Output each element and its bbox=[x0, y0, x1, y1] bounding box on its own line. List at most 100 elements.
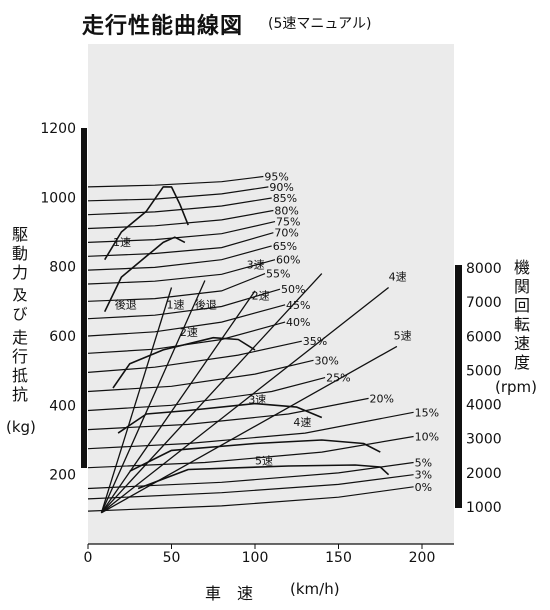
x-unit: (km/h) bbox=[290, 580, 340, 598]
resistance-curve bbox=[87, 474, 414, 500]
y2-tick-label: 5000 bbox=[466, 363, 502, 379]
driving-force-curves bbox=[103, 186, 390, 490]
y-tick-label: 400 bbox=[49, 398, 76, 414]
percent-label: 95% bbox=[264, 171, 288, 184]
driving-force-curve bbox=[137, 464, 390, 490]
x-label: 車 速 bbox=[205, 584, 254, 603]
resistance-curve bbox=[87, 209, 274, 230]
y-tick-label: 600 bbox=[49, 329, 76, 345]
y2-tick-label: 4000 bbox=[466, 398, 502, 414]
resistance-curve bbox=[87, 486, 414, 512]
y-axis-bar bbox=[81, 128, 87, 468]
rpm-line bbox=[100, 287, 173, 513]
percent-label: 90% bbox=[269, 181, 293, 194]
y2-tick-label: 2000 bbox=[466, 466, 502, 482]
gear-label: 4速 bbox=[293, 416, 311, 429]
rpm-line bbox=[100, 290, 256, 514]
resistance-curve bbox=[87, 377, 326, 412]
driving-force-curve bbox=[103, 236, 186, 313]
rpm-line bbox=[100, 286, 390, 514]
percent-label: 3% bbox=[415, 469, 432, 482]
resistance-curve bbox=[87, 304, 286, 337]
resistance-curve bbox=[87, 273, 266, 302]
y-tick-label: 200 bbox=[49, 468, 76, 484]
y2-tick-label: 8000 bbox=[466, 261, 502, 277]
resistance-curve bbox=[87, 221, 276, 243]
gear-label: 2速 bbox=[252, 290, 270, 303]
percent-label: 20% bbox=[370, 392, 394, 405]
y2-tick-label: 6000 bbox=[466, 329, 502, 345]
gear-label: 2速 bbox=[180, 326, 198, 339]
y-left-label: 駆動力 及び 走行抵抗 bbox=[9, 225, 31, 404]
percent-label: 45% bbox=[286, 299, 310, 312]
percent-label: 65% bbox=[273, 240, 297, 253]
resistance-curve bbox=[87, 411, 414, 450]
y-right-unit: (rpm) bbox=[495, 378, 538, 396]
y-tick-label: 800 bbox=[49, 260, 76, 276]
y-tick-label: 1000 bbox=[40, 190, 76, 206]
percent-label: 50% bbox=[281, 283, 305, 296]
y-left-label-line2: 及び bbox=[12, 286, 28, 323]
resistance-curve bbox=[87, 186, 269, 202]
y-left-label-line3: 走行抵抗 bbox=[11, 328, 28, 404]
resistance-curve bbox=[87, 245, 272, 271]
percent-label: 55% bbox=[266, 268, 290, 281]
percent-label: 0% bbox=[415, 481, 432, 494]
x-tick-label: 100 bbox=[242, 550, 269, 566]
y2-tick-label: 3000 bbox=[466, 432, 502, 448]
percent-label: 25% bbox=[326, 372, 350, 385]
gear-label: 3速 bbox=[247, 258, 265, 271]
driving-force-curve bbox=[129, 439, 381, 472]
percent-label: 70% bbox=[274, 227, 298, 240]
percent-label: 85% bbox=[273, 192, 297, 205]
y-tick-label: 1200 bbox=[40, 121, 76, 137]
gear-label: 5速 bbox=[394, 329, 412, 342]
gear-label: 3速 bbox=[248, 394, 266, 407]
y2-tick-label: 7000 bbox=[466, 295, 502, 311]
x-tick-label: 0 bbox=[84, 550, 93, 566]
y-right-label: 機関回転速度 bbox=[513, 258, 530, 372]
percent-label: 10% bbox=[415, 431, 439, 444]
gear-label: 1速 bbox=[113, 236, 131, 249]
chart-subtitle: (5速マニュアル) bbox=[268, 16, 372, 32]
y-left-unit: (kg) bbox=[6, 418, 36, 436]
resistance-curve bbox=[87, 340, 302, 373]
x-tick-label: 50 bbox=[163, 550, 181, 566]
gear-label: 後退 bbox=[115, 297, 137, 311]
percent-label: 35% bbox=[303, 335, 327, 348]
percent-label: 40% bbox=[286, 316, 310, 329]
plot-area bbox=[88, 44, 454, 544]
resistance-curve bbox=[87, 461, 414, 490]
axes-group: 0 50 100 150 200 200 400 600 800 1000 1200 1000 2000… bbox=[40, 121, 501, 566]
driving-force-curve bbox=[104, 186, 189, 261]
gear-label: 1速 bbox=[166, 298, 184, 311]
y-left-label-line1: 駆動力 bbox=[11, 225, 28, 282]
driving-force-curve bbox=[117, 402, 323, 434]
rpm-lines bbox=[100, 273, 398, 514]
resistance-curve bbox=[87, 435, 414, 469]
rpm-line bbox=[101, 345, 398, 514]
resistance-curve bbox=[87, 359, 314, 393]
percent-label: 5% bbox=[415, 457, 432, 470]
y2-axis-bar bbox=[455, 265, 462, 508]
resistance-curves: 95%90%85%80%75%70%65%60%55% 50% 45% 40% 35% 3… bbox=[87, 171, 439, 512]
chart-title: 走行性能曲線図 bbox=[82, 14, 244, 39]
rpm-line bbox=[100, 280, 206, 514]
gear-label: 4速 bbox=[389, 271, 407, 284]
driving-force-curve bbox=[112, 336, 256, 389]
resistance-curve bbox=[87, 175, 264, 188]
resistance-curve bbox=[87, 232, 274, 257]
resistance-curve bbox=[87, 397, 369, 431]
percent-label: 60% bbox=[276, 254, 300, 267]
x-tick-label: 150 bbox=[325, 550, 352, 566]
gear-label: 後退 bbox=[195, 297, 217, 311]
percent-label: 15% bbox=[415, 406, 439, 419]
percent-label: 30% bbox=[314, 354, 338, 367]
gear-label: 5速 bbox=[255, 454, 273, 467]
percent-label: 75% bbox=[276, 216, 300, 229]
y2-tick-label: 1000 bbox=[466, 500, 502, 516]
resistance-curve bbox=[87, 197, 272, 216]
rpm-line bbox=[100, 273, 323, 514]
